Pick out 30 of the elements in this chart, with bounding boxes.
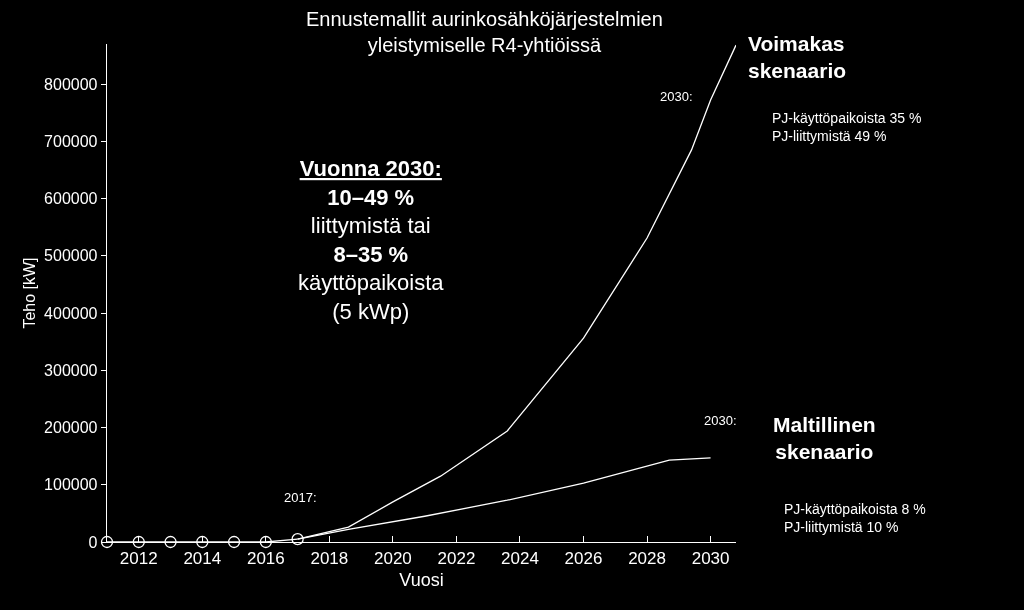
x-axis-title: Vuosi bbox=[399, 569, 444, 590]
y-tick-label: 0 bbox=[88, 533, 98, 551]
annotation: 2030: bbox=[704, 413, 737, 428]
x-tick-label: 2022 bbox=[437, 548, 476, 568]
text: PJ-käyttöpaikoista 35 % PJ-liittymistä 49 % bbox=[772, 110, 922, 145]
x-tick-label: 2030 bbox=[691, 548, 730, 568]
series-label: Voimakas skenaario bbox=[748, 32, 847, 83]
x-tick-label: 2014 bbox=[183, 548, 222, 568]
y-tick-label: 400000 bbox=[44, 304, 98, 322]
text: Maltillinen skenaario bbox=[773, 413, 876, 464]
y-tick-label: 700000 bbox=[44, 132, 98, 150]
x-tick-label: 2018 bbox=[310, 548, 349, 568]
x-tick-label: 2020 bbox=[374, 548, 412, 568]
x-tick-label: 2026 bbox=[564, 548, 603, 568]
y-axis-title: Teho [kW] bbox=[21, 257, 39, 329]
x-tick-label: 2028 bbox=[628, 548, 666, 568]
x-tick-label: 2016 bbox=[246, 548, 285, 568]
annotation: 2030: bbox=[660, 89, 693, 104]
annotation: Vuonna 2030: 10–49 % liittymistä tai 8–35 % käyttöpaikoista (5 kWp) bbox=[298, 156, 445, 324]
y-tick-label: 200000 bbox=[44, 419, 98, 437]
text: PJ-käyttöpaikoista 8 % PJ-liittymistä 10 % bbox=[784, 501, 926, 536]
x-tick-label: 2024 bbox=[501, 548, 539, 568]
y-tick-label: 300000 bbox=[44, 361, 98, 379]
y-tick-label: 800000 bbox=[44, 75, 98, 93]
y-tick-label: 500000 bbox=[44, 247, 98, 265]
x-tick-label: 2012 bbox=[119, 548, 158, 568]
annotation: 2017: bbox=[284, 490, 317, 505]
chart-title: Ennustemallit aurinkosähköjärjestelmien yleistymiselle R4-yhtiöissä bbox=[306, 8, 663, 56]
y-tick-label: 100000 bbox=[44, 476, 98, 494]
y-tick-label: 600000 bbox=[44, 190, 98, 208]
